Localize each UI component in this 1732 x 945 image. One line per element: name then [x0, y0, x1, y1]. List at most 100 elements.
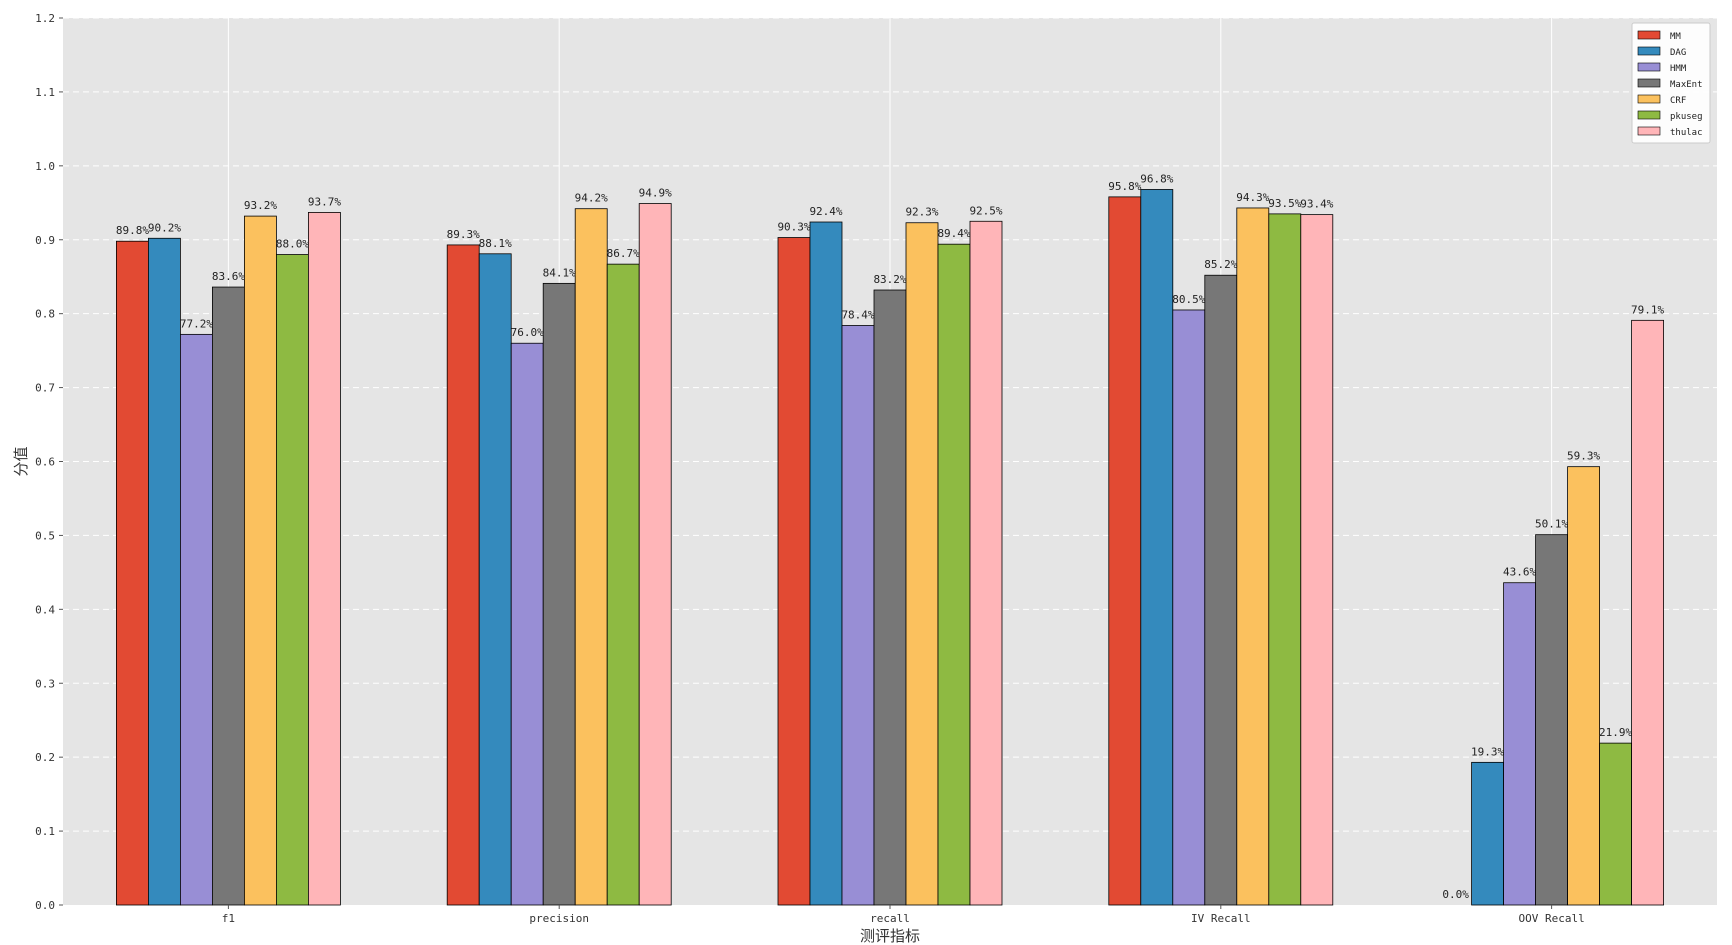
bar-crf — [905, 222, 939, 906]
y-axis-label: 分值 — [12, 446, 30, 476]
legend-label-hmm: HMM — [1670, 64, 1687, 74]
bar-hmm — [1172, 309, 1206, 906]
data-label: 85.2% — [1204, 258, 1237, 271]
legend-swatch-dag — [1637, 46, 1661, 56]
legend-label-pkuseg: pkuseg — [1670, 112, 1703, 122]
data-label: 95.8% — [1108, 180, 1141, 193]
legend-swatch-thulac — [1637, 126, 1661, 136]
y-tick-label: 1.2 — [35, 12, 55, 25]
data-label: 94.3% — [1236, 191, 1269, 204]
bar-mm — [116, 240, 149, 906]
data-label: 86.7% — [607, 247, 640, 260]
data-label: 88.0% — [276, 238, 309, 251]
data-label: 21.9% — [1599, 726, 1632, 739]
bar-pkuseg — [275, 254, 309, 906]
legend-label-maxent: MaxEnt — [1670, 80, 1703, 90]
bar-maxent — [873, 289, 907, 906]
bar-mm — [1108, 196, 1142, 906]
legend-label-dag: DAG — [1670, 48, 1686, 58]
legend-label-thulac: thulac — [1670, 128, 1703, 138]
data-label: 19.3% — [1471, 745, 1504, 758]
data-label: 90.3% — [777, 221, 810, 234]
bar-dag — [1471, 761, 1504, 906]
data-label: 89.3% — [447, 228, 480, 241]
data-label: 0.0% — [1442, 888, 1469, 901]
legend-label-crf: CRF — [1670, 96, 1686, 106]
data-labels: 89.8%90.2% 77.2% 83.6% 93.2% 88.0% 93.7% 89.3%… — [116, 172, 1665, 901]
bar-thulac — [307, 212, 341, 906]
bar-maxent — [1204, 274, 1238, 906]
bar-pkuseg — [606, 263, 640, 906]
x-tick-label: f1 — [222, 912, 235, 925]
data-label: 89.8% — [116, 224, 149, 237]
bar-pkuseg — [1599, 742, 1632, 906]
data-label: 92.5% — [969, 204, 1002, 217]
y-tick-label: 0.2 — [35, 751, 55, 764]
y-tick-label: 1.0 — [35, 160, 55, 173]
x-axis-ticks: f1 precision recall IV Recall OOV Recall — [222, 905, 1585, 925]
data-label: 88.1% — [479, 237, 512, 250]
y-tick-label: 0.5 — [35, 529, 55, 542]
bar-crf — [243, 215, 277, 906]
legend-swatch-mm — [1637, 30, 1661, 40]
data-label: 94.2% — [575, 192, 608, 205]
data-label: 93.2% — [244, 199, 277, 212]
bar-hmm — [510, 342, 544, 906]
legend-swatch-hmm — [1637, 62, 1661, 72]
y-tick-label: 0.8 — [35, 308, 55, 321]
data-label: 43.6% — [1503, 566, 1536, 579]
data-label: 83.2% — [873, 273, 906, 286]
data-label: 92.3% — [905, 206, 938, 219]
y-tick-label: 0.6 — [35, 456, 55, 469]
bar-dag — [147, 237, 181, 906]
bar-mm — [446, 244, 480, 906]
legend-swatch-maxent — [1637, 78, 1661, 88]
y-tick-label: 0.4 — [35, 603, 55, 616]
bar-thulac — [638, 203, 672, 906]
data-label: 96.8% — [1140, 172, 1173, 185]
y-tick-label: 0.3 — [35, 677, 55, 690]
bar-thulac — [1631, 319, 1664, 906]
bar-hmm — [841, 325, 875, 906]
x-tick-label: IV Recall — [1191, 912, 1251, 925]
data-label: 84.1% — [543, 266, 576, 279]
data-label: 93.5% — [1268, 197, 1301, 210]
bar-maxent — [211, 286, 245, 906]
y-tick-label: 1.1 — [35, 86, 55, 99]
bar-pkuseg — [1268, 213, 1302, 906]
legend-swatch-crf — [1637, 94, 1661, 104]
bar-pkuseg — [937, 243, 971, 906]
bar-thulac — [969, 220, 1003, 906]
data-label: 93.4% — [1300, 198, 1333, 211]
x-tick-label: OOV Recall — [1518, 912, 1584, 925]
y-tick-label: 0.7 — [35, 382, 55, 395]
bar-thulac — [1300, 214, 1334, 906]
legend: MM DAG HMM MaxEnt CRF pkuseg thulac — [1631, 22, 1711, 144]
bar-hmm — [179, 333, 213, 906]
data-label: 89.4% — [937, 227, 970, 240]
bar-dag — [478, 253, 512, 906]
bar-crf — [1236, 207, 1270, 906]
y-tick-label: 0.0 — [35, 899, 55, 912]
data-label: 59.3% — [1567, 450, 1600, 463]
data-label: 80.5% — [1172, 293, 1205, 306]
bar-mm — [777, 237, 811, 906]
bar-crf — [574, 208, 608, 906]
data-label: 93.7% — [308, 195, 341, 208]
data-label: 83.6% — [212, 270, 245, 283]
bar-maxent — [1535, 534, 1568, 906]
legend-swatch-pkuseg — [1637, 110, 1661, 120]
legend-label-mm: MM — [1670, 32, 1681, 42]
x-tick-label: recall — [870, 912, 910, 925]
bar-maxent — [542, 282, 576, 906]
x-axis-label: 测评指标 — [860, 927, 920, 945]
bar-crf — [1567, 466, 1600, 906]
data-label: 94.9% — [639, 187, 672, 200]
x-tick-label: precision — [529, 912, 589, 925]
bars — [116, 189, 1664, 906]
data-label: 92.4% — [809, 205, 842, 218]
y-axis-ticks: 0.0 0.1 0.2 0.3 0.4 0.5 0.6 0.7 0.8 0.9 1.0 1.1 1.2 — [35, 12, 63, 912]
y-tick-label: 0.1 — [35, 825, 55, 838]
data-label: 77.2% — [180, 317, 213, 330]
